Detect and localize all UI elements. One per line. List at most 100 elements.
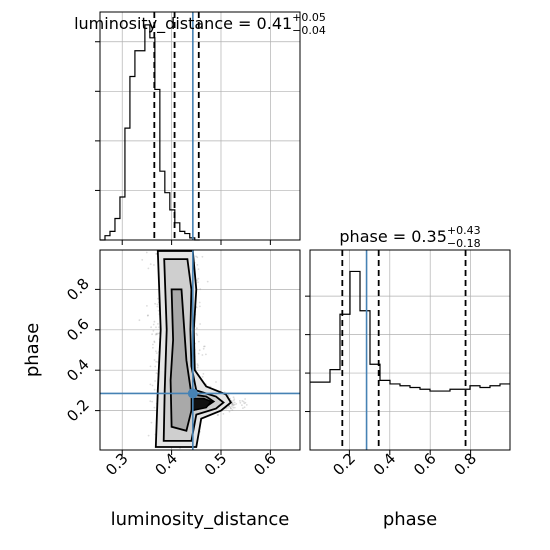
sample-point-629 <box>149 263 152 265</box>
hist1-y-ticks <box>95 41 100 191</box>
sample-point-724 <box>156 305 159 308</box>
joint-ytick-label-2: 0.6 <box>63 315 93 345</box>
joint-x-ticks: 0.3 0.4 0.5 0.6 <box>102 449 280 479</box>
sample-point-2474 <box>216 414 219 416</box>
phase-quantile-lines <box>341 250 467 450</box>
sample-point-4 <box>155 360 158 363</box>
sample-point-422 <box>153 341 156 344</box>
title1-name: luminosity_distance <box>74 14 233 34</box>
sample-point-557 <box>196 366 199 369</box>
sample-point-2338 <box>239 400 241 402</box>
sample-point-312 <box>155 332 158 335</box>
sample-point-1298 <box>196 264 199 266</box>
sample-point-1286 <box>197 364 199 367</box>
sample-point-2628 <box>231 403 234 406</box>
luminosity-distance-quantile-lines <box>153 12 200 240</box>
sample-point-2500 <box>232 399 235 402</box>
sample-point-1112 <box>157 297 159 300</box>
sample-point-604 <box>154 365 157 368</box>
joint-distribution-panel: 0.3 0.4 0.5 0.6 0.2 0.4 0.6 0.8 <box>63 249 301 479</box>
joint-xtick-label-3: 0.6 <box>250 449 280 479</box>
sample-point-2322 <box>232 404 235 406</box>
sample-point-1210 <box>197 277 200 280</box>
sample-point-2325 <box>232 404 235 407</box>
hist2-x-ticks: 0.2 0.4 0.6 0.8 <box>329 449 480 479</box>
sample-point-765 <box>153 320 156 323</box>
sample-point-228 <box>155 352 158 354</box>
sample-point-106 <box>153 264 155 266</box>
sample-point-2556 <box>233 398 236 401</box>
sample-point-2437 <box>243 402 246 405</box>
sample-point-2534 <box>242 400 245 403</box>
sample-point-1183 <box>153 340 156 343</box>
sample-point-364 <box>149 383 152 386</box>
title1-minus: −0.04 <box>292 24 326 37</box>
sample-point-2336 <box>232 396 235 399</box>
hist1-x-ticks <box>121 240 271 245</box>
hist2-xtick-label-3: 0.8 <box>451 449 481 479</box>
sample-point-1358 <box>152 346 154 349</box>
sample-point-1349 <box>201 354 204 356</box>
title2-plus: +0.43 <box>447 224 481 237</box>
joint-y-ticks: 0.2 0.4 0.6 0.8 <box>63 275 100 425</box>
sample-point-157 <box>141 259 144 261</box>
sample-point-2348 <box>231 405 233 407</box>
hist1-frame <box>99 11 301 241</box>
sample-point-840 <box>156 303 159 306</box>
x-axis-label-phase: phase <box>383 509 437 530</box>
sample-point-988 <box>195 332 198 335</box>
sample-point-2369 <box>244 398 247 400</box>
sample-point-2374 <box>231 409 234 411</box>
sample-point-2780 <box>235 403 238 405</box>
hist1-grid <box>100 12 300 240</box>
title1-value: 0.41 <box>257 14 293 33</box>
sample-point-819 <box>158 326 161 329</box>
sample-point-2328 <box>239 401 242 404</box>
sample-point-195 <box>155 372 158 374</box>
sample-point-515 <box>155 350 157 353</box>
sample-point-1579 <box>228 410 231 413</box>
sample-point-2673 <box>231 403 234 406</box>
sample-point-2558 <box>229 407 232 409</box>
sample-point-2339 <box>217 413 220 416</box>
sample-point-2441 <box>232 402 234 405</box>
phase-histogram <box>310 270 510 392</box>
sample-point-1259 <box>196 256 199 259</box>
sample-point-2725 <box>230 407 233 410</box>
sample-point-406 <box>147 267 150 270</box>
sample-point-710 <box>156 332 159 335</box>
sample-point-488 <box>198 301 201 304</box>
sample-point-1235 <box>145 251 148 254</box>
x-axis-label-luminosity-distance: luminosity_distance <box>111 509 290 530</box>
sample-point-930 <box>147 434 150 437</box>
sample-point-2318 <box>228 405 231 408</box>
sample-point-1107 <box>151 333 154 336</box>
sample-point-862 <box>146 305 148 307</box>
sample-point-2431 <box>245 404 248 406</box>
sample-point-590 <box>157 323 159 325</box>
sample-point-392 <box>199 288 202 291</box>
sample-point-998 <box>152 343 154 346</box>
sample-point-693 <box>157 309 160 312</box>
hist2-grid <box>310 250 510 450</box>
joint-xtick-label-1: 0.4 <box>152 449 182 479</box>
joint-ytick-label-1: 0.4 <box>63 355 93 385</box>
sample-point-194 <box>196 279 199 281</box>
sample-point-1189 <box>196 327 198 329</box>
sample-point-1116 <box>150 326 153 329</box>
sample-point-2343 <box>243 406 246 409</box>
sample-point-674 <box>199 305 201 308</box>
sample-point-907 <box>153 359 156 361</box>
sample-point-32 <box>156 333 158 336</box>
hist2-frame <box>309 249 511 451</box>
sample-point-2073 <box>201 375 204 378</box>
sample-point-859 <box>201 255 204 258</box>
sample-point-456 <box>152 323 155 326</box>
hist2-xtick-label-0: 0.2 <box>329 449 359 479</box>
luminosity-distance-title: luminosity_distance = 0.41+0.05 −0.04 <box>74 11 326 37</box>
sample-point-1234 <box>149 400 152 403</box>
sample-point-596 <box>146 314 149 317</box>
sample-point-668 <box>195 306 198 309</box>
sample-point-45 <box>155 253 158 255</box>
